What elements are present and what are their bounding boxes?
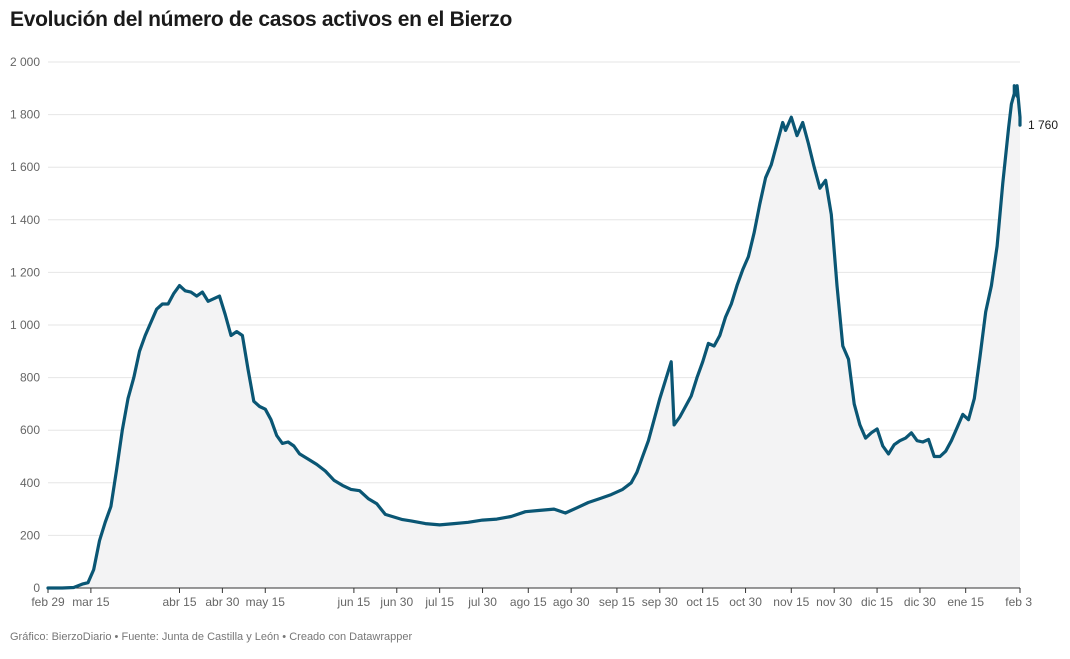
footer: Gráfico: BierzoDiario • Fuente: Junta de… <box>10 631 412 643</box>
x-tick-label: may 15 <box>246 595 286 609</box>
x-tick-label: jul 15 <box>424 595 454 609</box>
x-tick-label: ene 15 <box>947 595 984 609</box>
chart-svg: 0 200 400 600 800 1 000 1 200 1 400 1 600 1 800 2 … <box>10 55 1058 609</box>
x-tick-label: ago 30 <box>553 595 590 609</box>
x-tick-label: sep 30 <box>642 595 678 609</box>
y-tick-label: 1 400 <box>10 213 40 227</box>
line-layer <box>46 84 1022 590</box>
y-tick-label: 1 800 <box>10 108 40 122</box>
x-tick-label: mar 15 <box>72 595 110 609</box>
footer-separator-2: • <box>282 631 287 643</box>
y-tick-label: 200 <box>20 528 40 542</box>
x-tick-label: feb 29 <box>31 595 65 609</box>
chart-title: Evolución del número de casos activos en… <box>10 8 512 31</box>
x-tick-label: jul 30 <box>467 595 497 609</box>
labels-layer: 0 200 400 600 800 1 000 1 200 1 400 1 600 1 800 2 … <box>10 55 1058 609</box>
footer-credit: Gráfico: BierzoDiario <box>10 631 112 643</box>
y-tick-label: 400 <box>20 476 40 490</box>
y-tick-label: 600 <box>20 423 40 437</box>
x-tick-label: sep 15 <box>599 595 635 609</box>
footer-separator-1: • <box>114 631 119 643</box>
x-tick-label: nov 15 <box>773 595 809 609</box>
footer-source: Fuente: Junta de Castilla y León <box>121 631 280 643</box>
x-tick-label: dic 15 <box>861 595 893 609</box>
x-tick-label: oct 15 <box>686 595 719 609</box>
x-tick-label: dic 30 <box>904 595 936 609</box>
y-tick-label: 0 <box>33 581 40 595</box>
y-tick-label: 2 000 <box>10 55 40 69</box>
footer-tool: Creado con Datawrapper <box>289 631 413 643</box>
x-axis <box>47 587 1021 593</box>
series-line <box>46 84 1022 590</box>
x-tick-label: feb 3 <box>1005 595 1032 609</box>
x-tick-label: ago 15 <box>510 595 547 609</box>
area-layer <box>48 85 1020 588</box>
x-tick-label: jun 30 <box>379 595 413 609</box>
y-tick-label: 1 600 <box>10 160 40 174</box>
x-tick-label: oct 30 <box>729 595 762 609</box>
last-value-label: 1 760 <box>1028 118 1058 132</box>
x-tick-label: nov 30 <box>816 595 852 609</box>
y-tick-label: 1 000 <box>10 318 40 332</box>
y-tick-label: 1 200 <box>10 265 40 279</box>
x-tick-label: abr 30 <box>205 595 239 609</box>
x-tick-label: jun 15 <box>337 595 371 609</box>
y-tick-label: 800 <box>20 371 40 385</box>
x-tick-label: abr 15 <box>162 595 196 609</box>
series-area <box>48 85 1020 588</box>
